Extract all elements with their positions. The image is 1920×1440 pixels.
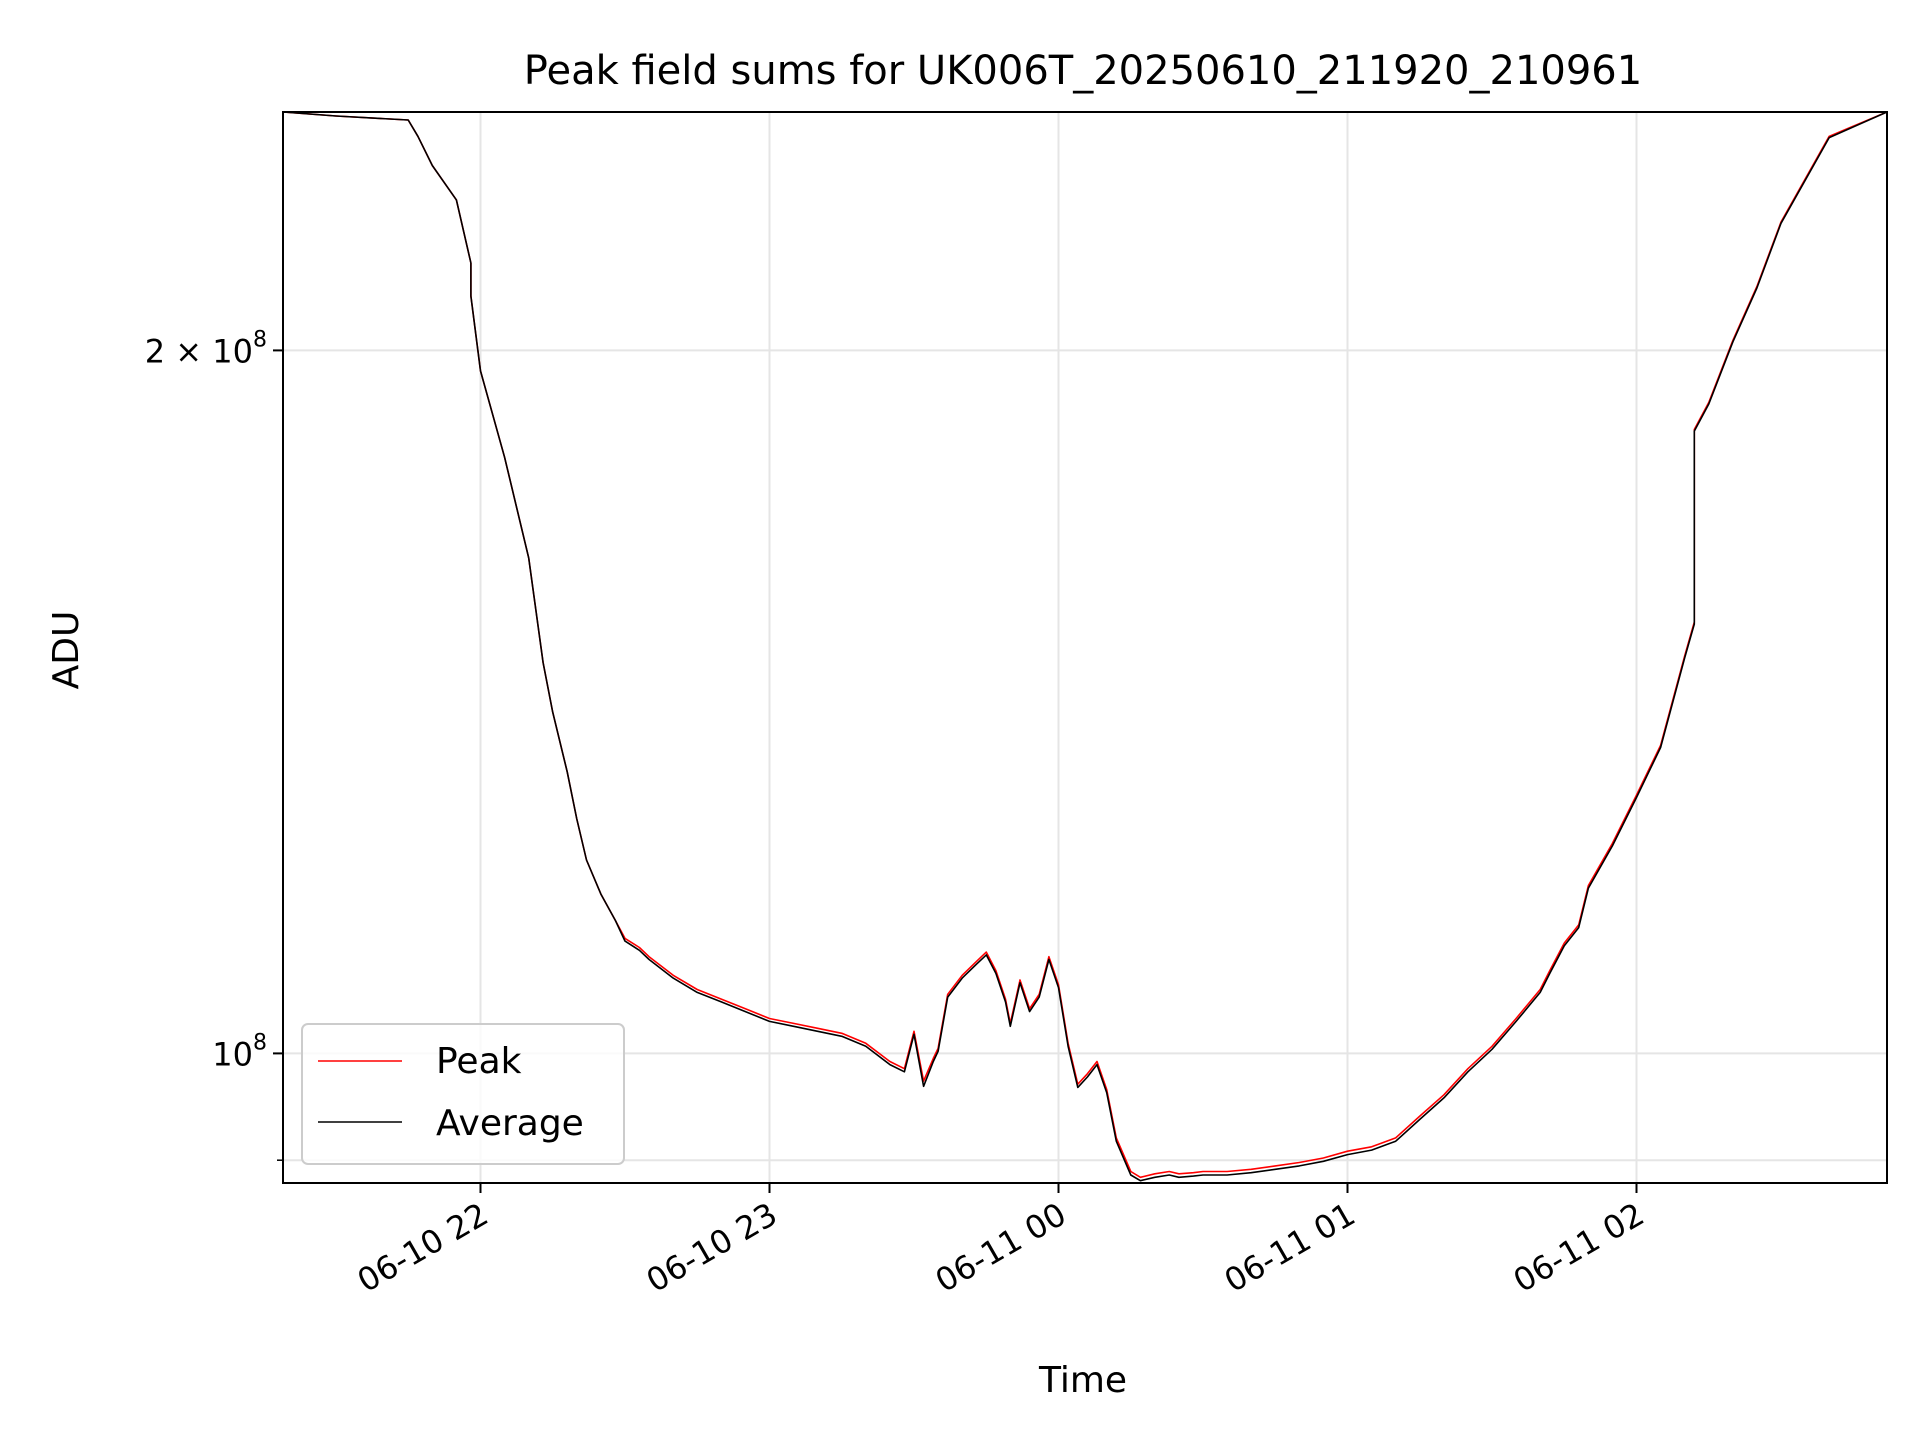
series-line-average — [283, 112, 1887, 1182]
y-tick-label-base: 10 — [212, 1035, 253, 1073]
plot-frame — [282, 111, 1888, 1184]
y-tick-label: 2 × 108 — [145, 327, 267, 370]
legend: Peak Average — [301, 1023, 625, 1165]
x-axis-label: Time — [1038, 1360, 1127, 1401]
chart-title: Peak field sums for UK006T_20250610_2119… — [524, 48, 1642, 94]
legend-label-average: Average — [436, 1103, 584, 1144]
legend-box — [301, 1023, 625, 1165]
legend-label-peak: Peak — [436, 1041, 522, 1082]
y-tick-label-exponent: 8 — [253, 1030, 267, 1055]
y-tick-label-exponent: 8 — [253, 327, 267, 352]
y-axis-label: ADU — [46, 611, 87, 690]
y-tick-label: 108 — [212, 1030, 267, 1073]
y-tick-label-base: 2 × 10 — [145, 332, 253, 370]
series-layer — [283, 112, 1887, 1182]
